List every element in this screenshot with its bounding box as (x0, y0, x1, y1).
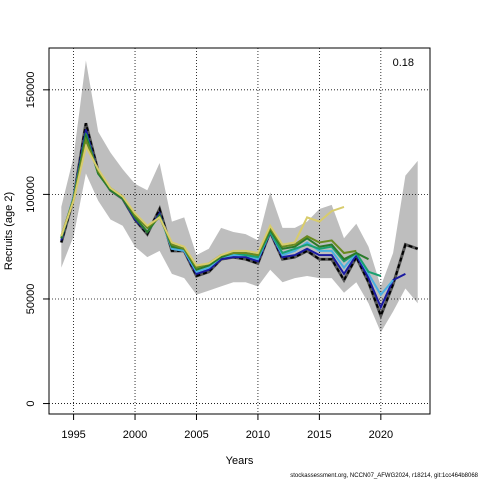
series-layer (59, 122, 419, 320)
series-line-6 (60, 143, 345, 267)
x-tick-label: 2005 (184, 429, 208, 441)
x-tick-label: 2010 (246, 429, 270, 441)
y-tick-label: 50000 (25, 284, 37, 315)
x-tick-label: 2000 (123, 429, 147, 441)
footer-credit: stockassessment.org, NCCN07_AFWG2024, r1… (290, 473, 478, 479)
y-tick-label: 100000 (25, 176, 37, 213)
confidence-band (61, 60, 418, 333)
axes-layer: 1995 2000 2005 2010 2015 2020 0 50000 100000 1500… (25, 71, 393, 441)
x-axis-label: Years (226, 455, 254, 467)
x-tick-label: 2020 (369, 429, 393, 441)
x-tick-label: 2015 (307, 429, 331, 441)
grid-layer (49, 48, 430, 414)
x-tick-label: 1995 (61, 429, 85, 441)
y-tick-label: 0 (25, 400, 37, 406)
plot-frame (48, 47, 431, 415)
y-tick-label: 150000 (25, 71, 37, 108)
y-axis-label: Recruits (age 2) (3, 192, 15, 270)
confidence-band-layer (61, 60, 418, 333)
corner-annotation: 0.18 (393, 57, 414, 69)
series-line-4 (60, 131, 369, 271)
